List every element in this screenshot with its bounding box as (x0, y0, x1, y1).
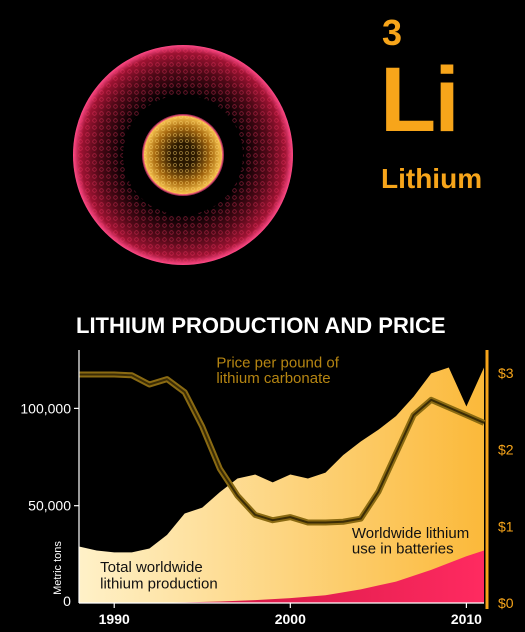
y-right-tick-label: $2 (498, 442, 514, 458)
element-symbol: Li (380, 49, 460, 151)
element-name: Lithium (381, 163, 483, 194)
x-tick-label: 1990 (99, 611, 130, 627)
annotation: lithium carbonate (216, 370, 330, 387)
y-axis-label: Metric tons (52, 541, 64, 595)
annotation: Total worldwide (100, 559, 203, 576)
battery-use-area (79, 550, 484, 603)
y-right-tick-label: $3 (498, 365, 514, 381)
y-right-tick-label: $1 (498, 518, 514, 534)
lithium-atom-illustration (73, 45, 293, 265)
y-right-tick-label: $0 (498, 595, 514, 611)
annotation: Price per pound of (216, 355, 339, 372)
price-line-core (79, 373, 485, 524)
y-tick-label: 100,000 (20, 400, 71, 416)
production-price-chart: 50,000 100,000 0 $0 $1 $2 $3 1990 2000 2010 Metric… (20, 350, 514, 627)
annotation: use in batteries (352, 540, 454, 557)
production-area (79, 367, 484, 603)
annotation: lithium production (100, 575, 218, 592)
atomic-number: 3 (382, 12, 403, 53)
y-tick-label-zero: 0 (63, 593, 71, 609)
chart-title: LITHIUM PRODUCTION AND PRICE (76, 313, 446, 338)
x-tick-label: 2010 (451, 611, 482, 627)
y-tick-label: 50,000 (28, 498, 71, 514)
annotation: Worldwide lithium (352, 525, 469, 542)
x-tick-label: 2000 (275, 611, 306, 627)
